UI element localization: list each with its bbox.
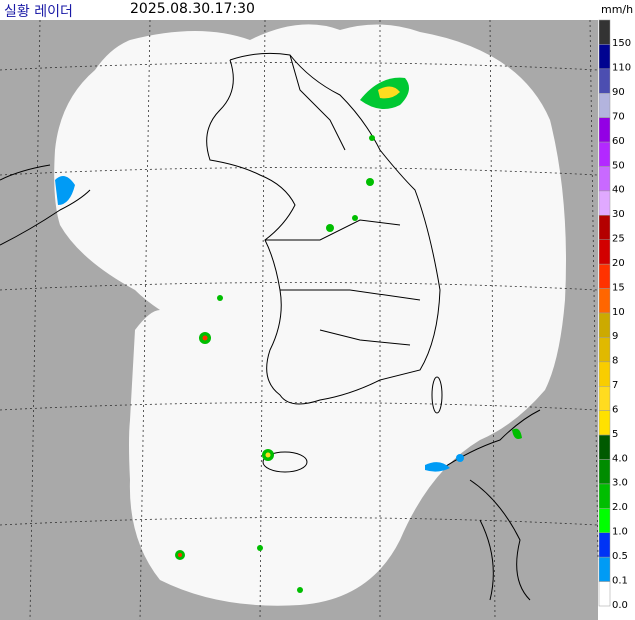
legend-label: 50 [612, 160, 625, 171]
legend-label: 0.5 [612, 551, 628, 562]
legend-swatch [598, 68, 611, 94]
legend-label: 0.1 [612, 575, 628, 586]
legend-label: 8 [612, 356, 618, 367]
legend-label: 70 [612, 111, 625, 122]
echoes [55, 77, 522, 593]
legend-swatch [598, 459, 611, 485]
unit: mm/h [601, 3, 634, 16]
legend-swatch [598, 556, 611, 582]
legend-swatch [598, 44, 611, 70]
legend-swatch [598, 312, 611, 338]
legend-label: 0.0 [612, 600, 628, 611]
legend-swatch [598, 508, 611, 534]
legend-swatch [598, 386, 611, 411]
legend-label: 2.0 [612, 502, 628, 513]
legend-label: 3.0 [612, 478, 628, 489]
grid [0, 19, 599, 620]
legend-label: 40 [612, 185, 625, 196]
legend-swatch [598, 361, 611, 387]
legend-swatch [598, 483, 611, 509]
coastlines [0, 52, 541, 601]
legend-swatch [598, 190, 611, 216]
legend-swatch [598, 117, 611, 143]
legend-label: 110 [612, 63, 631, 74]
legend-label: 15 [612, 282, 625, 293]
legend-label: 5 [612, 429, 618, 440]
legend-swatch [598, 532, 611, 558]
legend-swatch [598, 581, 611, 607]
legend-swatch [598, 166, 611, 192]
legend-swatch [598, 215, 611, 240]
coverage [54, 24, 566, 606]
legend: 150 110 90 70 60 50 40 30 25 20 15 10 9 8 7 6 5 4.0 3.0 2.0… [598, 19, 631, 611]
timestamp: 2025.08.30.17:30 [130, 1, 255, 17]
title: 실황 레이더 [4, 4, 73, 20]
legend-swatch [598, 239, 611, 265]
legend-label: 1.0 [612, 527, 628, 538]
legend-swatch [598, 288, 611, 314]
legend-label: 60 [612, 136, 625, 147]
legend-label: 150 [612, 38, 631, 49]
legend-swatch [598, 434, 611, 460]
legend-swatch [598, 93, 611, 118]
legend-label: 90 [612, 87, 625, 98]
legend-label: 10 [612, 307, 625, 318]
legend-label: 30 [612, 209, 625, 220]
legend-label: 9 [612, 331, 618, 342]
legend-swatch [598, 263, 611, 289]
legend-label: 4.0 [612, 453, 628, 464]
legend-swatch [598, 410, 611, 436]
legend-label: 7 [612, 380, 618, 391]
legend-label: 6 [612, 404, 618, 415]
legend-swatch [598, 337, 611, 363]
legend-swatch [598, 141, 611, 167]
legend-label: 20 [612, 258, 625, 269]
legend-swatch [598, 19, 611, 45]
legend-label: 25 [612, 234, 625, 245]
